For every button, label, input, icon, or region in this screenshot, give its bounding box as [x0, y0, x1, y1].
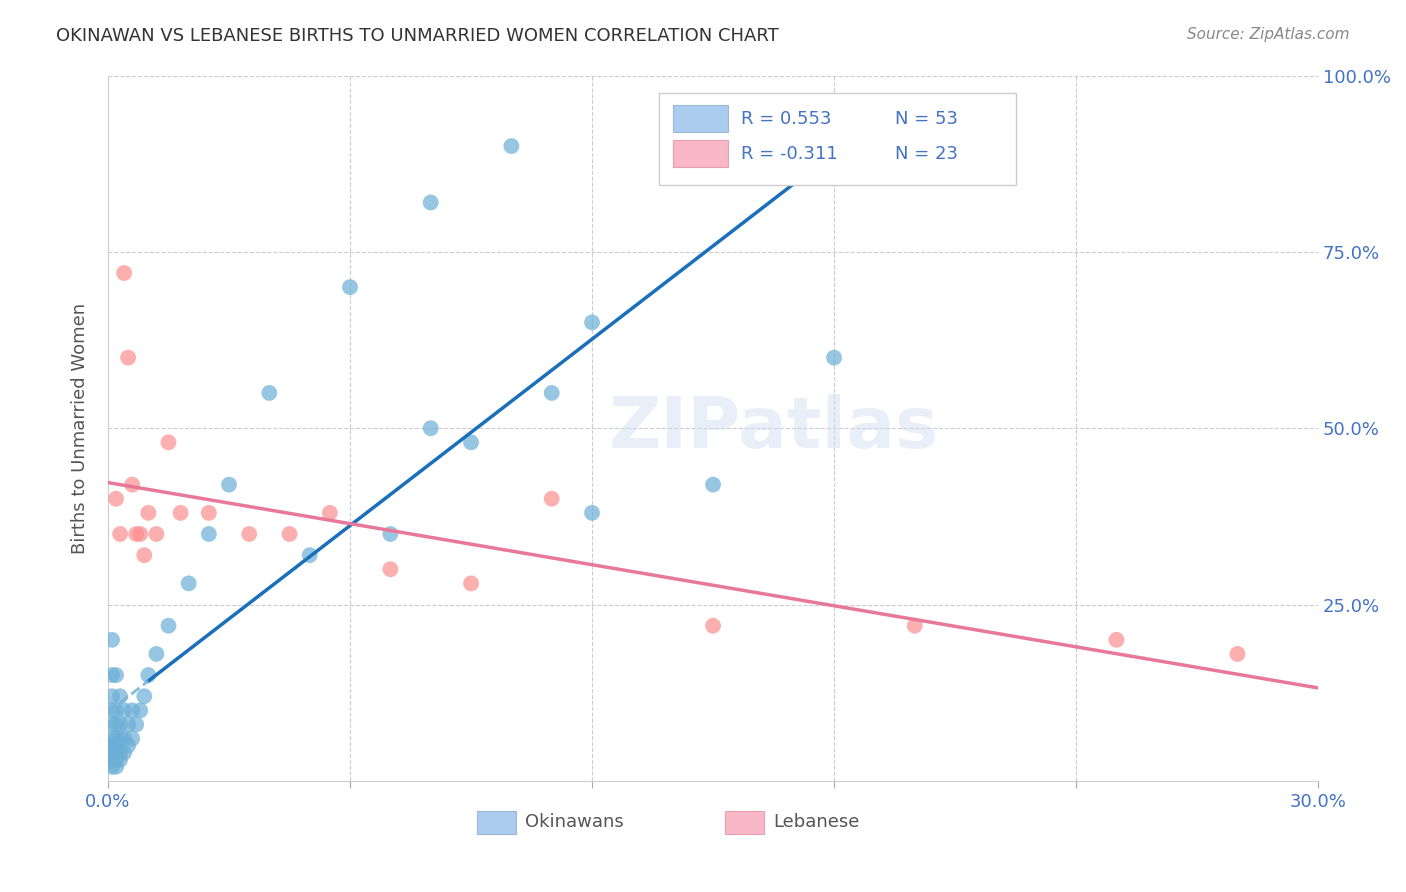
Point: [1226, 647, 1249, 661]
Point: [101, 717, 124, 731]
Point: [136, 506, 159, 520]
Point: [105, 731, 128, 746]
Point: [108, 746, 131, 760]
Point: [117, 351, 139, 365]
Text: R = 0.553: R = 0.553: [741, 110, 831, 128]
Point: [121, 703, 143, 717]
Point: [259, 386, 281, 401]
Text: N = 23: N = 23: [894, 145, 957, 163]
Point: [101, 753, 124, 767]
Point: [108, 717, 131, 731]
Point: [581, 506, 603, 520]
Point: [278, 527, 301, 541]
Point: [460, 576, 482, 591]
Text: Source: ZipAtlas.com: Source: ZipAtlas.com: [1187, 27, 1350, 42]
Point: [105, 703, 128, 717]
Point: [1105, 632, 1128, 647]
Text: Lebanese: Lebanese: [773, 813, 860, 830]
Point: [823, 351, 845, 365]
Y-axis label: Births to Unmarried Women: Births to Unmarried Women: [72, 302, 89, 554]
Text: N = 53: N = 53: [894, 110, 957, 128]
Point: [105, 739, 128, 753]
Point: [145, 527, 167, 541]
Point: [105, 760, 128, 774]
Point: [134, 690, 156, 704]
Point: [101, 632, 124, 647]
Point: [105, 753, 128, 767]
Bar: [673, 105, 727, 132]
Point: [198, 506, 221, 520]
Point: [702, 477, 724, 491]
Point: [101, 690, 124, 704]
Point: [101, 668, 124, 682]
Point: [218, 477, 240, 491]
Text: Okinawans: Okinawans: [526, 813, 624, 830]
Text: OKINAWAN VS LEBANESE BIRTHS TO UNMARRIED WOMEN CORRELATION CHART: OKINAWAN VS LEBANESE BIRTHS TO UNMARRIED…: [56, 27, 779, 45]
Point: [380, 527, 402, 541]
Point: [238, 527, 260, 541]
Point: [121, 731, 143, 746]
Point: [904, 618, 927, 632]
Text: R = -0.311: R = -0.311: [741, 145, 838, 163]
Point: [105, 668, 128, 682]
Point: [101, 746, 124, 760]
Point: [112, 731, 135, 746]
Point: [169, 506, 191, 520]
Point: [157, 435, 180, 450]
Point: [112, 746, 135, 760]
Point: [540, 386, 562, 401]
Point: [419, 421, 441, 435]
Point: [380, 562, 402, 576]
Point: [101, 703, 124, 717]
Point: [460, 435, 482, 450]
Point: [702, 618, 724, 632]
Point: [112, 266, 135, 280]
Point: [125, 527, 148, 541]
Point: [298, 548, 321, 562]
Point: [581, 315, 603, 329]
Point: [105, 746, 128, 760]
Point: [157, 618, 180, 632]
Bar: [725, 811, 763, 834]
Point: [101, 760, 124, 774]
Point: [129, 703, 152, 717]
Point: [419, 195, 441, 210]
Point: [121, 477, 143, 491]
Point: [108, 690, 131, 704]
Bar: [477, 811, 516, 834]
Point: [108, 527, 131, 541]
Text: ZIPatlas: ZIPatlas: [609, 393, 939, 463]
Point: [145, 647, 167, 661]
FancyBboxPatch shape: [658, 93, 1015, 185]
Point: [117, 739, 139, 753]
Point: [702, 103, 724, 118]
Point: [101, 739, 124, 753]
Point: [108, 731, 131, 746]
Point: [108, 753, 131, 767]
Point: [319, 506, 342, 520]
Point: [134, 548, 156, 562]
Point: [339, 280, 361, 294]
Point: [129, 527, 152, 541]
Point: [101, 731, 124, 746]
Point: [198, 527, 221, 541]
Point: [125, 717, 148, 731]
Point: [105, 491, 128, 506]
Point: [112, 703, 135, 717]
Point: [501, 139, 523, 153]
Point: [105, 717, 128, 731]
Bar: [673, 140, 727, 167]
Point: [136, 668, 159, 682]
Point: [117, 717, 139, 731]
Point: [177, 576, 200, 591]
Point: [540, 491, 562, 506]
